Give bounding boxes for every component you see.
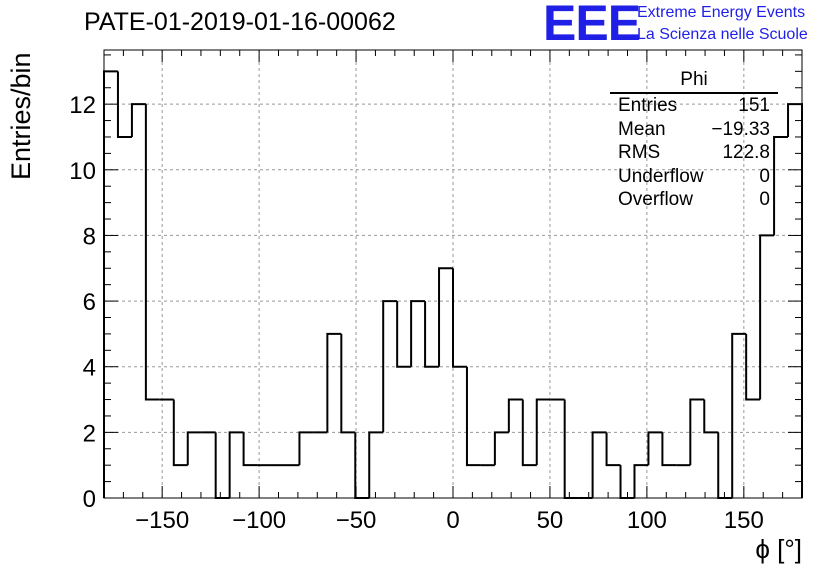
histogram-bin	[689, 398, 705, 466]
x-tick-label: −50	[336, 507, 377, 534]
stats-value: 0	[759, 189, 770, 210]
histogram-bin	[759, 234, 775, 400]
histogram-bin	[214, 432, 230, 499]
histogram-bin	[521, 399, 537, 467]
histogram-bin	[703, 399, 719, 434]
stats-label: RMS	[618, 142, 661, 163]
x-tick-label: 50	[537, 507, 564, 534]
stats-title: Phi	[610, 70, 778, 94]
x-tick-label: 150	[724, 507, 764, 534]
histogram-bin	[242, 432, 258, 467]
histogram-bin	[605, 432, 621, 467]
histogram-bin	[745, 333, 761, 401]
stats-label: Underflow	[618, 165, 704, 187]
x-tick-label: −150	[135, 507, 189, 534]
y-tick-label: 8	[83, 223, 96, 250]
histogram-bin	[633, 464, 649, 498]
y-tick-label: 4	[83, 355, 96, 382]
histogram-bin	[424, 301, 440, 368]
stats-row-overflow: Overflow 0	[610, 188, 778, 212]
histogram-bin	[382, 300, 398, 433]
y-tick-label: 10	[69, 158, 96, 185]
stats-value: 122.8	[722, 142, 770, 163]
histogram-bin	[661, 432, 677, 467]
x-tick-label: 0	[446, 507, 459, 534]
stats-value: 0	[759, 165, 770, 187]
stats-row-underflow: Underflow 0	[610, 165, 778, 189]
histogram-bin	[298, 431, 314, 466]
y-tick-label: 0	[83, 486, 96, 513]
y-tick-label: 12	[69, 92, 96, 119]
x-axis-label: ϕ [°]	[755, 534, 802, 564]
histogram-bin	[717, 432, 733, 499]
histogram-bin	[535, 398, 551, 466]
histogram-bin	[340, 333, 356, 434]
stats-box: Phi Entries 151 Mean −19.33 RMS 122.8 Un…	[610, 70, 778, 212]
stats-value: 151	[738, 95, 770, 116]
y-axis-label: Entries/bin	[6, 52, 36, 180]
histogram-bin	[438, 267, 453, 367]
stats-row-mean: Mean −19.33	[610, 118, 778, 142]
histogram-bin	[647, 431, 663, 466]
y-tick-label: 6	[83, 289, 96, 316]
stats-label: Entries	[618, 95, 678, 116]
chart-title: PATE-01-2019-01-16-00062	[84, 8, 396, 36]
histogram-bin	[563, 399, 579, 499]
histogram-bin	[773, 135, 789, 236]
histogram-bin	[116, 71, 132, 138]
histogram-bin	[591, 431, 607, 498]
histogram-bin	[452, 268, 467, 368]
eee-logo: EEE	[543, 0, 641, 51]
histogram-bin	[354, 432, 370, 499]
x-tick-label: 100	[627, 507, 667, 534]
stats-value: −19.33	[711, 118, 770, 140]
logo-line1: Extreme Energy Events	[637, 4, 806, 21]
x-tick-label: −100	[232, 507, 286, 534]
stats-row-rms: RMS 122.8	[610, 141, 778, 165]
histogram-bin	[186, 431, 202, 466]
histogram-bin	[144, 104, 160, 401]
histogram-bin	[130, 103, 146, 137]
histogram-bin	[465, 366, 481, 467]
histogram-bin	[396, 301, 412, 368]
stats-label: Mean	[618, 118, 666, 140]
logo-line2: La Scienza nelle Scuole	[637, 26, 808, 43]
histogram-bin	[410, 300, 426, 367]
y-tick-label: 2	[83, 420, 96, 447]
histogram-bin	[507, 398, 523, 433]
histogram-bin	[228, 431, 244, 498]
histogram-bin	[172, 399, 188, 467]
histogram-bin	[368, 431, 384, 498]
stats-label: Overflow	[618, 189, 693, 210]
histogram-bin	[326, 332, 342, 433]
histogram-bin	[493, 431, 509, 466]
stats-row-entries: Entries 151	[610, 94, 778, 118]
histogram-bin	[731, 332, 747, 498]
